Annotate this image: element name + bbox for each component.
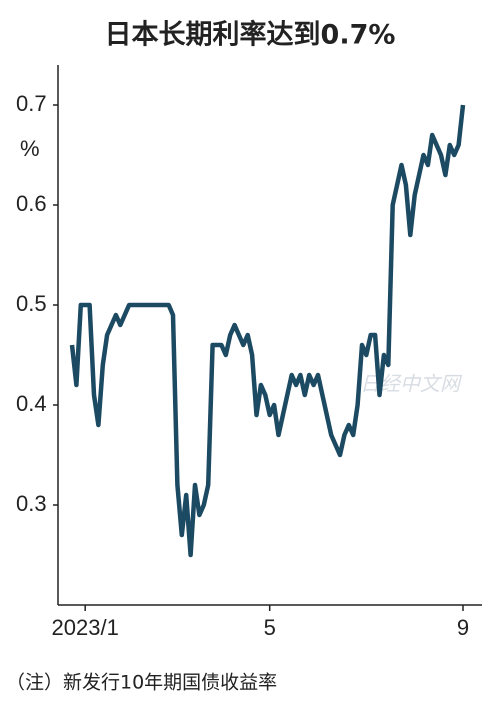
y-unit: %	[20, 136, 40, 161]
chart-title: 日本长期利率达到0.7%	[105, 19, 396, 51]
watermark: 日经中文网	[360, 372, 463, 396]
y-tick-label: 0.4	[16, 391, 47, 416]
y-tick-label: 0.3	[16, 491, 47, 516]
x-tick-label: 2023/1	[52, 615, 119, 640]
y-tick-label: 0.5	[16, 291, 47, 316]
x-tick-label: 9	[457, 615, 469, 640]
y-tick-label: 0.7	[16, 91, 47, 116]
y-tick-label: 0.6	[16, 191, 47, 216]
line	[69, 104, 466, 558]
x-tick-label: 5	[264, 615, 276, 640]
note: （注）新发行10年期国债收益率	[6, 672, 277, 694]
